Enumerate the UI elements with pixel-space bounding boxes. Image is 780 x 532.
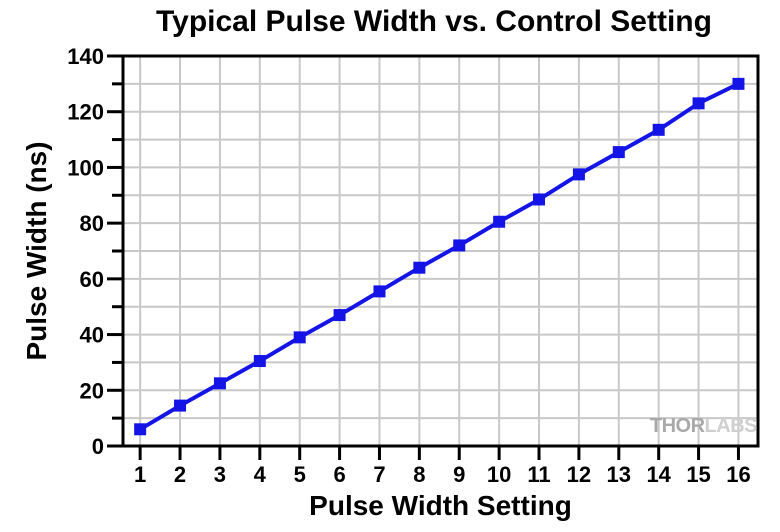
data-point-3: [213, 377, 226, 390]
data-point-14: [652, 123, 665, 136]
y-tick-label-100: 100: [67, 155, 104, 180]
x-tick-label-14: 14: [646, 462, 671, 487]
y-tick-label-60: 60: [80, 267, 104, 292]
x-axis-title: Pulse Width Setting: [309, 490, 572, 521]
data-point-7: [373, 285, 386, 298]
chart-title: Typical Pulse Width vs. Control Setting: [156, 5, 712, 38]
watermark-thor: THOR: [649, 415, 705, 437]
data-point-13: [612, 146, 625, 159]
data-point-16: [732, 77, 745, 90]
data-point-15: [692, 97, 705, 110]
x-tick-label-5: 5: [294, 462, 306, 487]
x-tick-label-13: 13: [607, 462, 631, 487]
x-tick-label-12: 12: [567, 462, 591, 487]
y-tick-label-0: 0: [92, 434, 104, 459]
plot-frame: [121, 54, 760, 448]
x-tick-label-8: 8: [413, 462, 425, 487]
data-point-9: [453, 239, 466, 252]
data-point-2: [174, 399, 187, 412]
data-point-12: [572, 168, 585, 181]
data-point-6: [333, 309, 346, 322]
x-tick-label-2: 2: [174, 462, 186, 487]
data-point-5: [293, 331, 306, 344]
x-tick-label-1: 1: [134, 462, 146, 487]
x-tick-label-9: 9: [453, 462, 465, 487]
data-line: [138, 81, 741, 432]
data-point-11: [533, 193, 546, 206]
data-point-10: [493, 215, 506, 228]
x-tick-label-16: 16: [726, 462, 750, 487]
x-tick-label-6: 6: [333, 462, 345, 487]
x-tick-label-4: 4: [254, 462, 267, 487]
y-tick-label-40: 40: [80, 323, 104, 348]
y-tick-label-80: 80: [80, 211, 104, 236]
x-tick-label-7: 7: [373, 462, 385, 487]
x-tick-label-10: 10: [487, 462, 511, 487]
y-tick-label-140: 140: [67, 44, 104, 69]
y-tick-label-120: 120: [67, 100, 104, 125]
x-tick-label-3: 3: [214, 462, 226, 487]
thorlabs-watermark: THORLABS: [649, 415, 758, 438]
x-tick-label-11: 11: [527, 462, 550, 487]
x-tick-label-15: 15: [686, 462, 710, 487]
data-point-8: [413, 261, 426, 274]
watermark-labs: LABS: [704, 415, 758, 437]
data-point-1: [134, 423, 147, 436]
data-point-4: [253, 355, 266, 368]
y-tick-label-20: 20: [80, 378, 104, 403]
